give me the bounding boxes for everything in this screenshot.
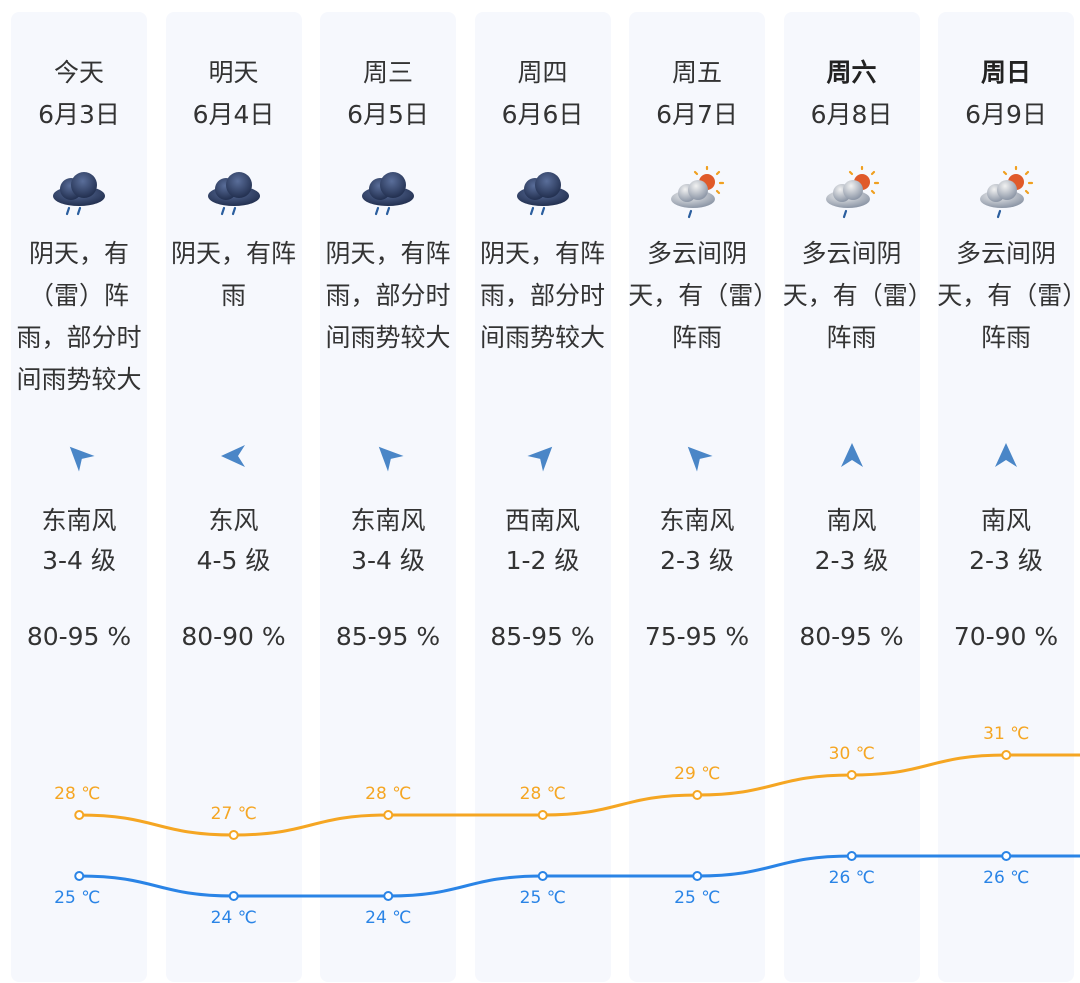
weather-description: 多云间阴天，有（雷）阵雨 xyxy=(628,239,766,352)
sun-cloud-rain-icon xyxy=(822,165,882,224)
wind-arrow-icon xyxy=(63,440,95,472)
weather-description: 阴天，有（雷）阵雨，部分时间雨势较大 xyxy=(16,239,142,394)
wind-direction: 南风 xyxy=(826,506,877,535)
wind-level: 3-4 级 xyxy=(351,546,425,575)
humidity: 75-95 % xyxy=(644,622,750,651)
wind-direction: 东南风 xyxy=(350,506,426,535)
sun-cloud-rain-icon xyxy=(667,165,727,224)
wind-arrow-icon xyxy=(990,440,1022,472)
humidity: 70-90 % xyxy=(953,622,1059,651)
date-label: 6月3日 xyxy=(38,100,120,129)
wind-level: 2-3 级 xyxy=(814,546,889,575)
day-card xyxy=(320,12,456,982)
day-label: 周五 xyxy=(671,58,722,87)
wind-level: 1-2 级 xyxy=(505,546,580,575)
wind-arrow-icon xyxy=(527,440,559,472)
date-label: 6月7日 xyxy=(656,100,738,129)
day-label: 明天 xyxy=(208,58,259,87)
wind-direction: 南风 xyxy=(980,506,1031,535)
day-card xyxy=(11,12,147,982)
day-label: 周四 xyxy=(517,58,568,87)
date-label: 6月6日 xyxy=(501,100,584,129)
sun-cloud-rain-icon xyxy=(976,165,1036,224)
humidity: 80-90 % xyxy=(181,622,286,651)
weather-description: 多云间阴天，有（雷）阵雨 xyxy=(782,239,921,352)
date-label: 6月8日 xyxy=(810,100,893,129)
day-card xyxy=(783,12,920,982)
weather-description: 阴天，有阵雨，部分时间雨势较大 xyxy=(325,239,451,352)
rain-cloud-icon xyxy=(49,166,109,224)
day-card xyxy=(629,12,765,982)
day-card xyxy=(474,12,611,982)
wind-direction: 西南风 xyxy=(504,506,580,535)
day-card xyxy=(165,12,302,982)
wind-arrow-icon xyxy=(681,440,713,472)
day-card xyxy=(938,12,1074,982)
wind-level: 2-3 级 xyxy=(969,546,1043,575)
wind-level: 4-5 级 xyxy=(196,546,271,575)
humidity: 80-95 % xyxy=(26,622,132,651)
weather-description: 阴天，有阵雨，部分时间雨势较大 xyxy=(479,239,605,352)
humidity: 80-95 % xyxy=(799,622,904,651)
wind-level: 3-4 级 xyxy=(42,546,116,575)
humidity: 85-95 % xyxy=(335,622,441,651)
wind-arrow-icon xyxy=(218,440,250,472)
rain-cloud-icon xyxy=(204,166,264,224)
date-label: 6月5日 xyxy=(347,100,429,129)
wind-arrow-icon xyxy=(372,440,404,472)
humidity: 85-95 % xyxy=(490,622,595,651)
wind-direction: 东南风 xyxy=(41,506,117,535)
date-label: 6月9日 xyxy=(965,100,1047,129)
rain-cloud-icon xyxy=(358,166,418,224)
day-label: 今天 xyxy=(53,58,104,87)
day-label: 周日 xyxy=(980,58,1031,87)
rain-cloud-icon xyxy=(513,166,573,224)
wind-direction: 东南风 xyxy=(659,506,735,535)
day-label: 周六 xyxy=(826,58,877,87)
wind-direction: 东风 xyxy=(208,506,259,535)
wind-arrow-icon xyxy=(836,440,868,472)
wind-level: 2-3 级 xyxy=(660,546,734,575)
day-label: 周三 xyxy=(362,58,413,87)
weather-description: 阴天，有阵雨 xyxy=(170,239,296,310)
date-label: 6月4日 xyxy=(192,100,275,129)
weather-description: 多云间阴天，有（雷）阵雨 xyxy=(937,239,1075,352)
